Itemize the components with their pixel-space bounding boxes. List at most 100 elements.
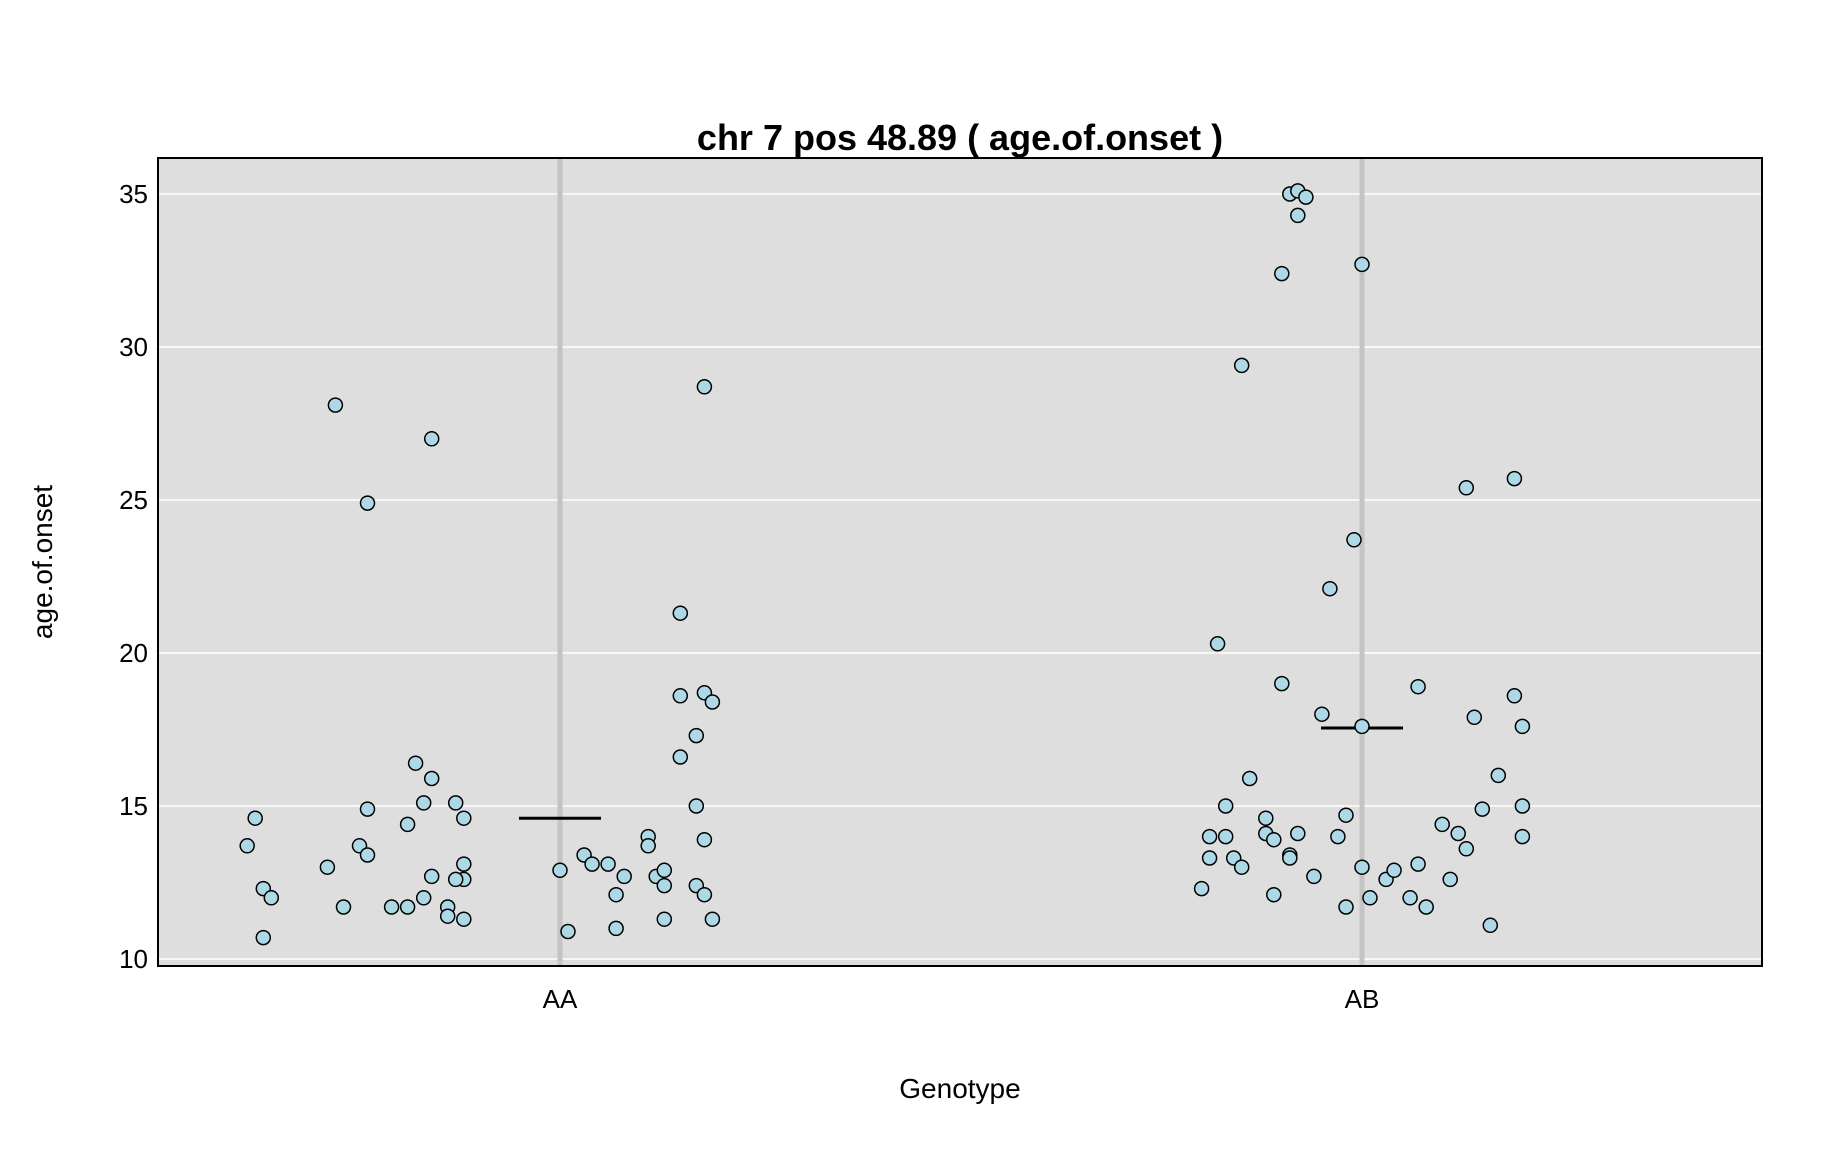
data-point <box>1402 890 1418 906</box>
data-point <box>656 911 673 927</box>
data-point <box>1514 828 1531 845</box>
data-point <box>1490 767 1507 784</box>
data-point <box>672 605 689 621</box>
y-axis-label: age.of.onset <box>27 485 58 639</box>
data-point <box>1474 801 1491 817</box>
data-point <box>1514 798 1531 814</box>
data-point <box>1306 868 1322 885</box>
data-point <box>1362 890 1378 906</box>
data-point <box>247 810 263 826</box>
y-tick-label: 10 <box>119 944 148 974</box>
plot-panel <box>158 158 1762 966</box>
data-point <box>1290 825 1306 842</box>
data-point <box>1338 899 1354 915</box>
data-point <box>1193 880 1210 897</box>
data-point <box>608 886 624 903</box>
data-point <box>1354 256 1370 273</box>
data-point <box>1514 718 1531 735</box>
data-point <box>704 911 721 927</box>
data-point <box>456 810 472 826</box>
data-point <box>616 868 632 885</box>
data-point <box>704 694 721 710</box>
data-point <box>327 397 344 413</box>
data-point <box>696 831 713 848</box>
data-point <box>560 923 576 940</box>
data-point <box>1458 841 1475 857</box>
data-point <box>1217 828 1234 845</box>
x-tick-label: AB <box>1345 984 1380 1014</box>
data-point <box>1258 810 1274 826</box>
data-point <box>335 899 352 915</box>
plot-border <box>157 157 1763 967</box>
data-point <box>447 871 464 888</box>
data-point <box>1346 532 1362 548</box>
data-point <box>688 727 705 744</box>
y-tick-label: 30 <box>119 332 148 362</box>
data-point <box>696 886 713 903</box>
y-tick-label: 20 <box>119 638 148 668</box>
data-point <box>239 838 255 854</box>
data-point <box>359 495 376 511</box>
data-point <box>1274 675 1290 692</box>
data-point <box>1233 357 1250 374</box>
y-tick-label: 15 <box>119 791 148 821</box>
data-point <box>1410 678 1426 695</box>
data-point <box>1506 470 1523 487</box>
data-points <box>239 183 1531 946</box>
data-point <box>1482 917 1499 934</box>
category-lines <box>557 158 1365 966</box>
y-tick-label: 35 <box>119 179 148 209</box>
data-point <box>1442 871 1458 888</box>
data-point <box>456 911 472 927</box>
y-tick-label: 25 <box>119 485 148 515</box>
data-point <box>1506 688 1523 704</box>
data-point <box>1338 807 1354 823</box>
x-axis-label: Genotype <box>899 1073 1020 1104</box>
data-point <box>1282 850 1298 866</box>
data-point <box>319 859 336 875</box>
data-point <box>1201 850 1218 866</box>
data-point <box>1466 709 1483 726</box>
data-point <box>1410 856 1426 872</box>
data-point <box>1450 825 1466 842</box>
data-point <box>1217 798 1234 814</box>
data-point <box>399 816 416 833</box>
data-point <box>600 856 616 872</box>
x-tick-labels: AA AB <box>543 984 1380 1014</box>
data-point <box>672 749 689 765</box>
data-point <box>640 838 656 854</box>
y-tick-labels: 10 15 20 25 30 35 <box>119 179 148 974</box>
data-point <box>552 862 568 879</box>
data-point <box>1233 859 1250 875</box>
data-point <box>415 890 432 906</box>
data-point <box>1354 718 1370 735</box>
data-point <box>255 929 272 946</box>
data-point <box>423 770 440 787</box>
data-point <box>1354 859 1370 875</box>
data-point <box>656 877 673 894</box>
chart-title: chr 7 pos 48.89 ( age.of.onset ) <box>697 117 1223 158</box>
data-point <box>415 795 432 811</box>
data-point <box>1386 862 1402 879</box>
data-point <box>608 920 624 937</box>
data-point <box>456 856 472 872</box>
data-point <box>1209 636 1226 652</box>
data-point <box>584 856 600 872</box>
data-point <box>1418 899 1434 915</box>
data-point <box>1322 580 1338 597</box>
data-point <box>672 688 689 704</box>
data-point <box>1266 831 1282 848</box>
data-point <box>447 795 464 811</box>
data-point <box>1314 706 1330 722</box>
data-point <box>1330 828 1346 845</box>
data-point <box>1290 207 1306 224</box>
x-tick-label: AA <box>543 984 578 1014</box>
data-point <box>1458 480 1475 496</box>
data-point <box>696 379 713 395</box>
data-point <box>1274 265 1290 282</box>
data-point <box>1434 816 1450 833</box>
data-point <box>359 847 376 863</box>
data-point <box>688 798 705 814</box>
data-point <box>423 431 440 447</box>
